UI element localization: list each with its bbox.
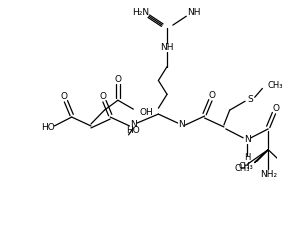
Text: O: O	[61, 92, 67, 101]
Text: HO: HO	[126, 126, 140, 135]
Text: CH₃: CH₃	[267, 81, 283, 90]
Text: NH: NH	[160, 43, 174, 52]
Text: HO: HO	[41, 123, 55, 132]
Text: O: O	[272, 104, 279, 113]
Text: N: N	[178, 121, 185, 130]
Text: NH₂: NH₂	[260, 170, 277, 179]
Text: N: N	[130, 121, 137, 130]
Text: H: H	[244, 153, 250, 162]
Text: N: N	[244, 135, 250, 144]
Text: S: S	[247, 95, 253, 104]
Text: NH: NH	[187, 8, 201, 17]
Text: O: O	[114, 75, 122, 84]
Text: H₂N: H₂N	[132, 8, 150, 17]
Text: O: O	[209, 91, 216, 100]
Text: CH₃: CH₃	[235, 164, 250, 173]
Text: CH₃: CH₃	[238, 162, 253, 171]
Text: O: O	[99, 92, 106, 101]
Text: OH: OH	[139, 108, 153, 117]
